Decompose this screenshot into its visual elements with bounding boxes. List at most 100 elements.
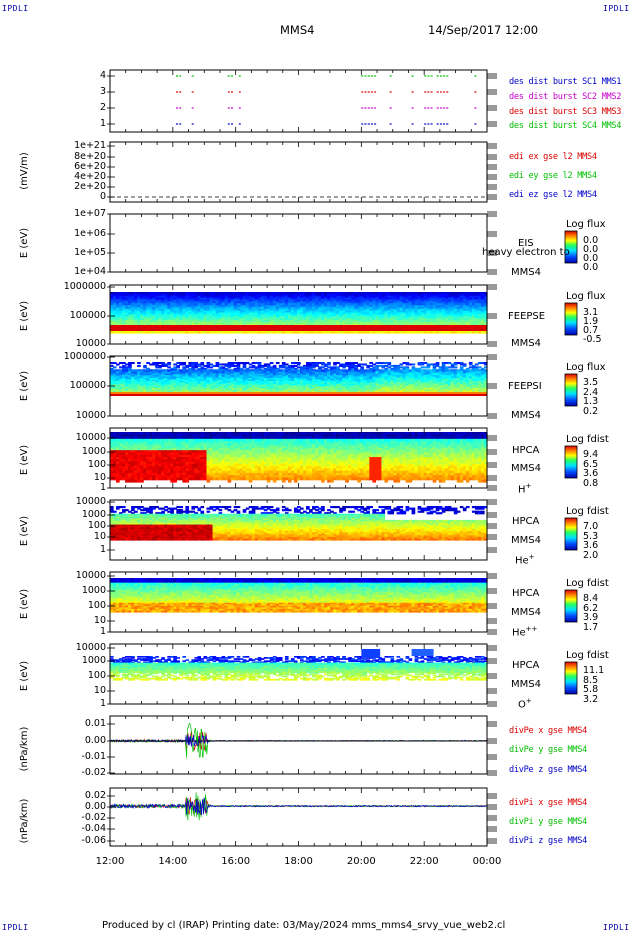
feepsi-heatmap-cell [137,373,141,376]
feepsi-heatmap-cell [200,378,205,381]
feepse-heatmap-cell [119,312,123,315]
feepse-heatmap-cell [143,331,147,334]
feepse-heatmap-cell [281,292,286,295]
feepse-heatmap-cell [414,295,419,299]
feepse-heatmap-cell [357,303,361,306]
feepse-heatmap-cell [309,293,313,297]
feepse-heatmap-cell [116,314,120,317]
feepsi-heatmap-cell [263,375,268,378]
feepse-heatmap-cell [456,292,461,295]
feepsi-heatmap-cell [378,379,383,382]
feepse-heatmap-cell [465,306,470,310]
feepsi-heatmap-cell [161,363,165,366]
feepse-heatmap-cell [146,310,150,314]
feepse-heatmap-cell [122,316,126,319]
feepse-heatmap-cell [236,316,241,319]
feepsi-heatmap-cell [182,385,186,388]
feepsi-heatmap-cell [119,373,123,376]
feepse-heatmap-cell [426,305,431,308]
feepse-heatmap-cell [378,301,383,304]
feepse-heatmap-cell [293,305,298,308]
feepsi-heatmap-cell [194,363,199,366]
feepse-heatmap-cell [236,323,241,327]
feepsi-heatmap-cell [354,370,358,373]
feepse-heatmap-cell [182,319,186,323]
feepsi-heatmap-cell [306,373,310,376]
feepse-heatmap-cell [420,301,425,304]
feepsi-heatmap-cell [411,375,416,378]
feepsi-heatmap-cell [143,373,147,376]
feepsi-heatmap-cell [110,364,114,367]
feepsi-heatmap-cell [441,375,446,378]
feepse-heatmap-cell [426,314,431,317]
feepse-heatmap-cell [194,310,199,314]
feepsi-heatmap-cell [152,389,156,392]
feepsi-heatmap-cell [110,375,114,378]
feepsi-heatmap-cell [309,372,313,375]
feepse-heatmap-cell [293,316,298,319]
feepsi-heatmap-cell [266,376,271,379]
feepsi-heatmap-cell [399,383,404,386]
feepse-heatmap-cell [414,305,419,308]
feepsi-heatmap-cell [281,363,286,366]
feepsi-heatmap-cell [366,382,370,385]
feepsi-heatmap-cell [339,370,343,373]
feepse-heatmap-cell [363,306,367,310]
feepse-heatmap-cell [459,323,464,327]
feepse-heatmap-cell [402,305,407,308]
feepse-heatmap-cell [402,295,407,299]
feepsi-heatmap-cell [272,385,277,388]
feepsi-heatmap-cell [399,376,404,379]
feepse-heatmap-cell [336,306,340,310]
feepsi-heatmap-cell [122,369,126,372]
feepsi-heatmap-cell [429,383,434,386]
feepse-heatmap-cell [215,316,220,319]
feepsi-heatmap-cell [170,380,174,383]
feepse-heatmap-cell [215,299,220,302]
feepsi-heatmap-cell [167,376,171,379]
feepse-heatmap-cell [426,308,431,312]
feepse-heatmap-cell [221,312,226,315]
feepsi-heatmap-cell [122,376,126,379]
feepse-heatmap-cell [318,308,322,312]
feepse-heatmap-cell [396,314,401,317]
feepse-heatmap-cell [158,303,162,306]
feepse-heatmap-cell [312,321,316,325]
feepsi-heatmap-cell [128,389,132,392]
feepsi-heatmap-cell [426,375,431,378]
feepse-heatmap-cell [110,297,114,301]
feepse-heatmap-cell [438,297,443,301]
feepse-heatmap-cell [188,319,193,323]
feepse-heatmap-cell [426,318,431,321]
feepse-heatmap-cell [179,293,183,297]
feepse-heatmap-cell [290,292,295,295]
feepsi-heatmap-cell [414,388,419,391]
feepse-heatmap-cell [236,331,241,334]
feepse-heatmap-cell [200,303,205,306]
feepse-heatmap-cell [402,321,407,325]
feepsi-heatmap-cell [185,366,190,369]
feepsi-heatmap-cell [378,364,383,367]
feepse-heatmap-cell [284,305,289,308]
feepsi-heatmap-cell [212,372,217,375]
feepse-heatmap-cell [366,318,370,321]
feepse-heatmap-cell [152,321,156,325]
feepse-heatmap-cell [444,295,449,299]
feepse-heatmap-cell [405,299,410,302]
feepsi-heatmap-cell [119,388,123,391]
feepsi-heatmap-cell [387,363,392,366]
feepsi-heatmap-cell [203,367,208,370]
feepse-heatmap-cell [173,305,177,308]
feepsi-heatmap-cell [402,373,407,376]
feepse-heatmap-cell [351,308,355,312]
feepsi-heatmap-cell [441,370,446,373]
feepse-heatmap-cell [351,303,355,306]
feepse-heatmap-cell [468,321,473,325]
feepse-heatmap-cell [306,295,310,299]
feepse-heatmap-cell [260,314,265,317]
feepsi-heatmap-cell [312,379,316,382]
feepse-heatmap-cell [321,319,325,323]
feepse-heatmap-cell [462,297,467,301]
feepsi-heatmap-cell [363,389,367,392]
header-datetime: 14/Sep/2017 12:00 [428,23,539,37]
